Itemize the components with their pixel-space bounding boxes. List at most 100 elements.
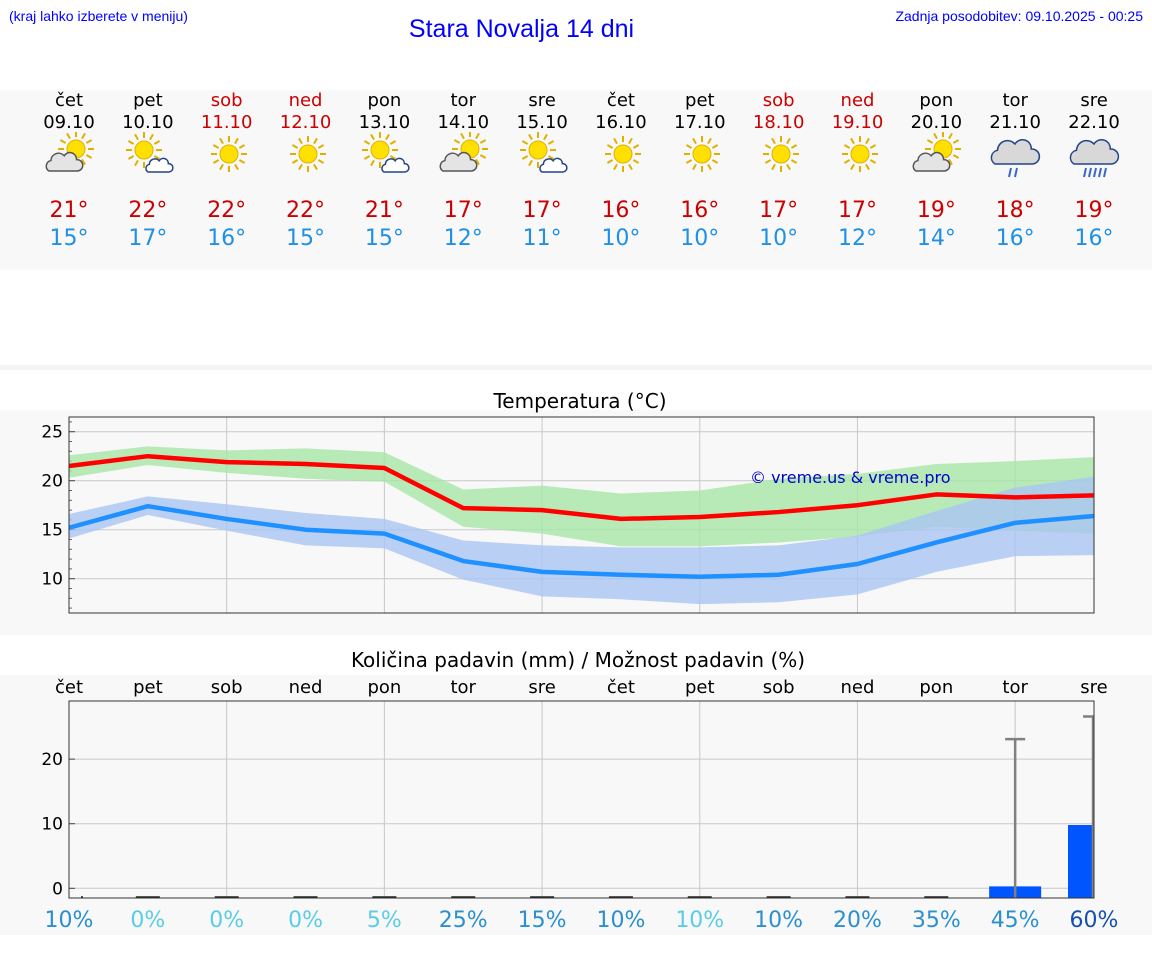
sunny-icon (832, 132, 888, 178)
max-temperature: 18° (995, 198, 1035, 223)
day-name: pon (367, 90, 402, 111)
day-date: 09.10 (43, 112, 95, 133)
x-category-label: tor (1002, 677, 1028, 698)
day-name: čet (606, 90, 635, 111)
temperature-chart-title: Temperatura (°C) (492, 389, 666, 413)
day-name: sob (210, 90, 243, 111)
precipitation-probability: 25% (439, 908, 488, 933)
cloud-rain-icon (1068, 132, 1124, 178)
min-temperature: 15° (364, 226, 404, 251)
precipitation-chart: Količina padavin (mm) / Možnost padavin … (41, 648, 1119, 933)
day-date: 16.10 (595, 112, 647, 133)
location-menu-hint[interactable]: (kraj lahko izberete v meniju) (9, 8, 188, 24)
day-date: 10.10 (122, 112, 174, 133)
precipitation-probability: 10% (754, 908, 803, 933)
precipitation-probability: 45% (991, 908, 1040, 933)
partly-cloudy-icon (437, 131, 493, 178)
day-name: sre (528, 90, 556, 111)
precipitation-probability: 15% (518, 908, 567, 933)
plot-area (69, 701, 1094, 898)
day-name: sob (762, 90, 795, 111)
y-tick-label: 15 (41, 521, 63, 541)
min-temperature: 11° (522, 226, 562, 251)
sunny-icon (201, 132, 257, 178)
day-date: 14.10 (437, 112, 490, 133)
sun-behind-small-cloud-icon (122, 132, 178, 178)
max-temperature-range-band (69, 446, 1094, 547)
min-temperature: 10° (680, 226, 720, 251)
sunny-icon (595, 132, 651, 178)
day-name: ned (288, 90, 323, 111)
max-temperature: 22° (207, 198, 247, 223)
x-category-label: sob (763, 677, 795, 698)
partly-cloudy-icon (43, 131, 99, 178)
x-category-label: pon (919, 677, 953, 698)
x-category-label: sre (1080, 677, 1107, 698)
min-temperature-line (68, 503, 1095, 579)
min-temperature: 15° (49, 226, 89, 251)
day-date: 18.10 (752, 112, 805, 133)
max-temperature: 16° (601, 198, 641, 223)
precipitation-probability: 35% (912, 908, 961, 933)
x-category-label: pet (133, 677, 163, 698)
day-date: 11.10 (200, 112, 253, 133)
max-temperature: 17° (759, 198, 799, 223)
max-temperature: 22° (128, 198, 168, 223)
day-date: 13.10 (358, 112, 411, 133)
y-tick-label: 10 (41, 815, 63, 835)
min-temperature: 16° (995, 226, 1035, 251)
max-temperature: 21° (364, 198, 404, 223)
day-name: pet (133, 90, 163, 111)
max-temperature: 21° (49, 198, 89, 223)
sunny-icon (753, 132, 809, 178)
y-tick-label: 25 (41, 423, 63, 443)
plot-border (68, 416, 1095, 614)
max-temperature: 17° (443, 198, 483, 223)
precipitation-bar (1068, 825, 1094, 898)
x-category-label: sob (211, 677, 243, 698)
max-temperature: 19° (1074, 198, 1114, 223)
precipitation-probability: 10% (675, 908, 724, 933)
max-temperature: 16° (680, 198, 720, 223)
min-temperature: 12° (838, 226, 877, 251)
day-date: 21.10 (989, 112, 1041, 133)
plot-border (68, 700, 1095, 899)
day-date: 20.10 (910, 112, 963, 133)
precipitation-probability: 5% (367, 908, 402, 933)
max-temperature: 17° (838, 198, 877, 223)
precipitation-probability: 60% (1070, 908, 1119, 933)
precipitation-probability: 0% (209, 908, 244, 933)
x-category-label: pon (367, 677, 401, 698)
day-date: 22.10 (1068, 112, 1120, 133)
sun-behind-small-cloud-icon (358, 132, 414, 178)
watermark: © vreme.us & vreme.pro (750, 468, 951, 487)
precipitation-probability: 0% (288, 908, 323, 933)
temperature-chart: Temperatura (°C) 10 15 20 25 © vreme.us & vre… (41, 389, 1095, 614)
page-title: Stara Novalja 14 dni (408, 15, 635, 43)
y-tick-label: 0 (52, 879, 63, 899)
min-temperature: 14° (916, 226, 956, 251)
day-name: pet (685, 90, 715, 111)
min-temperature: 10° (601, 226, 641, 251)
max-temperature-line (68, 453, 1095, 522)
min-temperature: 16° (1074, 226, 1114, 251)
max-temperature: 19° (916, 198, 956, 223)
min-temperature: 15° (286, 226, 326, 251)
day-date: 17.10 (674, 112, 726, 133)
day-name: tor (1002, 90, 1028, 111)
min-temperature: 10° (759, 226, 799, 251)
max-temperature: 22° (286, 198, 326, 223)
x-category-label: ned (289, 677, 323, 698)
x-category-label: sre (528, 677, 555, 698)
precipitation-chart-title: Količina padavin (mm) / Možnost padavin … (351, 648, 805, 672)
sunny-icon (280, 132, 336, 178)
precipitation-probability: 10% (45, 908, 94, 933)
separator (0, 365, 1152, 370)
day-name: sre (1080, 90, 1108, 111)
day-name: ned (840, 90, 875, 111)
sun-behind-small-cloud-icon (516, 132, 572, 178)
cloud-light-rain-icon (989, 132, 1045, 178)
precipitation-probability: 20% (833, 908, 882, 933)
y-tick-label: 10 (41, 570, 63, 590)
min-temperature-range-band (69, 476, 1094, 605)
